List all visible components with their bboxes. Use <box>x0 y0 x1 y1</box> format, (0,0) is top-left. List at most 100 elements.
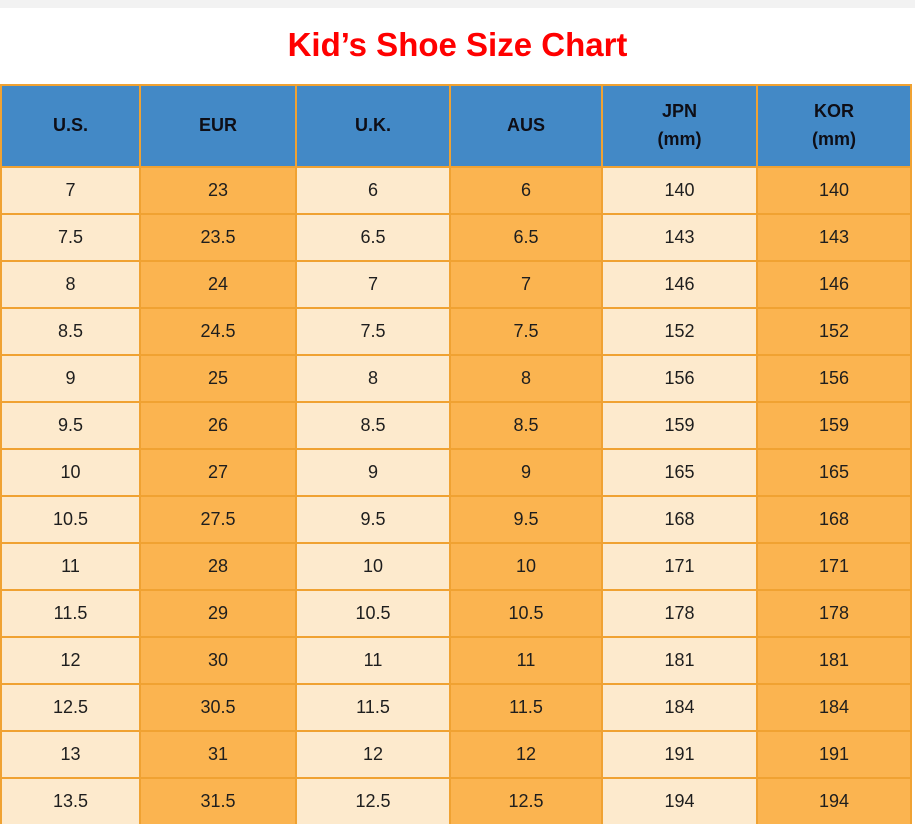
table-row: 13 31 12 12 191 191 <box>0 730 912 779</box>
table-cell: 7.5 <box>0 213 141 262</box>
table-cell: 8.5 <box>0 307 141 356</box>
table-cell: 159 <box>756 401 912 450</box>
table-cell: 171 <box>601 542 758 591</box>
table-cell: 184 <box>756 683 912 732</box>
table-cell: 12.5 <box>449 777 603 824</box>
table-cell: 191 <box>756 730 912 779</box>
table-row: 9.5 26 8.5 8.5 159 159 <box>0 401 912 450</box>
table-cell: 181 <box>601 636 758 685</box>
column-header-uk: U.K. <box>295 84 451 168</box>
table-cell: 8.5 <box>295 401 451 450</box>
table-cell: 146 <box>756 260 912 309</box>
table-row: 9 25 8 8 156 156 <box>0 354 912 403</box>
table-cell: 10.5 <box>0 495 141 544</box>
table-cell: 178 <box>756 589 912 638</box>
table-cell: 27.5 <box>139 495 297 544</box>
table-row: 7.5 23.5 6.5 6.5 143 143 <box>0 213 912 262</box>
table-cell: 159 <box>601 401 758 450</box>
table-cell: 31.5 <box>139 777 297 824</box>
column-header-label: EUR <box>198 115 237 136</box>
table-row: 13.5 31.5 12.5 12.5 194 194 <box>0 777 912 824</box>
table-cell: 27 <box>139 448 297 497</box>
table-cell: 24 <box>139 260 297 309</box>
table-cell: 11 <box>0 542 141 591</box>
table-cell: 7.5 <box>295 307 451 356</box>
table-cell: 7 <box>0 166 141 215</box>
table-cell: 10 <box>0 448 141 497</box>
page-title: Kid’s Shoe Size Chart <box>287 26 628 63</box>
table-cell: 7 <box>295 260 451 309</box>
table-cell: 12.5 <box>295 777 451 824</box>
table-cell: 29 <box>139 589 297 638</box>
table-cell: 30.5 <box>139 683 297 732</box>
table-cell: 6.5 <box>295 213 451 262</box>
top-strip <box>0 0 915 8</box>
table-cell: 6.5 <box>449 213 603 262</box>
column-header-sub: (mm) <box>812 129 856 149</box>
table-row: 8 24 7 7 146 146 <box>0 260 912 309</box>
table-cell: 11 <box>449 636 603 685</box>
table-cell: 10 <box>449 542 603 591</box>
table-row: 12 30 11 11 181 181 <box>0 636 912 685</box>
column-header-sub: (mm) <box>657 129 702 149</box>
table-cell: 9 <box>449 448 603 497</box>
table-cell: 9.5 <box>449 495 603 544</box>
table-cell: 6 <box>449 166 603 215</box>
table-cell: 168 <box>601 495 758 544</box>
table-cell: 156 <box>756 354 912 403</box>
column-header-label: JPN <box>661 101 697 122</box>
table-cell: 143 <box>756 213 912 262</box>
table-cell: 146 <box>601 260 758 309</box>
column-header-label: U.K. <box>355 115 391 136</box>
table-cell: 9 <box>295 448 451 497</box>
table-row: 7 23 6 6 140 140 <box>0 166 912 215</box>
column-header-aus: AUS <box>449 84 603 168</box>
table-cell: 12 <box>449 730 603 779</box>
table-cell: 11.5 <box>295 683 451 732</box>
table-cell: 8 <box>295 354 451 403</box>
size-chart-table: U.S. EUR U.K. AUS JPN (mm) KOR (mm) 7 23 6 6 140 140… <box>0 84 912 824</box>
table-cell: 10.5 <box>449 589 603 638</box>
column-header-eur: EUR <box>139 84 297 168</box>
table-cell: 140 <box>601 166 758 215</box>
header-row: U.S. EUR U.K. AUS JPN (mm) KOR (mm) <box>0 84 912 168</box>
size-table-head: U.S. EUR U.K. AUS JPN (mm) KOR (mm) <box>0 84 912 168</box>
table-cell: 9 <box>0 354 141 403</box>
table-cell: 23.5 <box>139 213 297 262</box>
table-cell: 11.5 <box>0 589 141 638</box>
table-cell: 7 <box>449 260 603 309</box>
table-cell: 12 <box>0 636 141 685</box>
table-cell: 11.5 <box>449 683 603 732</box>
column-header-label: KOR <box>814 101 854 122</box>
table-cell: 184 <box>601 683 758 732</box>
table-row: 10 27 9 9 165 165 <box>0 448 912 497</box>
table-cell: 26 <box>139 401 297 450</box>
table-cell: 12.5 <box>0 683 141 732</box>
table-cell: 152 <box>601 307 758 356</box>
table-cell: 28 <box>139 542 297 591</box>
table-cell: 152 <box>756 307 912 356</box>
table-cell: 13 <box>0 730 141 779</box>
table-cell: 165 <box>756 448 912 497</box>
table-cell: 143 <box>601 213 758 262</box>
table-row: 12.5 30.5 11.5 11.5 184 184 <box>0 683 912 732</box>
column-header-jpn: JPN (mm) <box>601 84 758 168</box>
table-cell: 156 <box>601 354 758 403</box>
table-cell: 30 <box>139 636 297 685</box>
table-cell: 24.5 <box>139 307 297 356</box>
table-cell: 10.5 <box>295 589 451 638</box>
table-cell: 194 <box>756 777 912 824</box>
table-cell: 8.5 <box>449 401 603 450</box>
table-cell: 6 <box>295 166 451 215</box>
table-row: 11 28 10 10 171 171 <box>0 542 912 591</box>
size-chart-table-wrap: U.S. EUR U.K. AUS JPN (mm) KOR (mm) 7 23 6 6 140 140… <box>0 84 912 824</box>
column-header-label: U.S. <box>52 115 88 136</box>
table-cell: 9.5 <box>295 495 451 544</box>
table-cell: 11 <box>295 636 451 685</box>
table-cell: 171 <box>756 542 912 591</box>
table-cell: 13.5 <box>0 777 141 824</box>
table-cell: 10 <box>295 542 451 591</box>
table-cell: 12 <box>295 730 451 779</box>
table-cell: 25 <box>139 354 297 403</box>
column-header-us: U.S. <box>0 84 141 168</box>
